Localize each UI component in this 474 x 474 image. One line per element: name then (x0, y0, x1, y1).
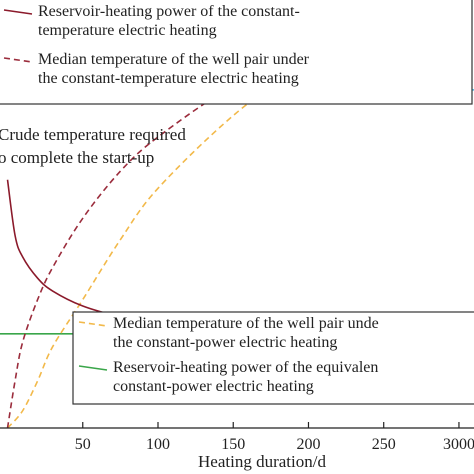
legend-bottom-box (72, 311, 474, 405)
axes: 50 100 150 200 250 3000 (0, 422, 474, 453)
x-tick-label: 3000 (443, 436, 474, 453)
reference-label-line-2: o complete the start-up (0, 148, 154, 167)
legend-bottom: Median temperature of the well pair unde… (72, 311, 474, 405)
legend-swatch (78, 365, 108, 371)
x-tick-label: 250 (372, 436, 396, 453)
x-tick-label: 50 (75, 436, 91, 453)
legend-top-box (0, 0, 473, 105)
x-tick-label: 100 (146, 436, 170, 453)
reference-label-line-1: Crude temperature required (0, 125, 186, 144)
legend-entry-text: the constant-temperature electric heatin… (38, 70, 299, 87)
legend-entry-text: Reservoir-heating power of the constant- (38, 3, 300, 20)
x-tick-label: 200 (296, 436, 320, 453)
legend-swatch (78, 321, 108, 327)
legend-swatch (3, 9, 33, 15)
legend-entry-text: Median temperature of the well pair unde… (38, 51, 310, 68)
legend-entry-text: constant-power electric heating (113, 378, 314, 395)
legend-entry-text: Median temperature of the well pair unde (113, 315, 379, 332)
legend-swatch (3, 57, 33, 63)
legend-entry-text: Reservoir-heating power of the equivalen (113, 359, 378, 376)
legend-entry-text: temperature electric heating (38, 22, 217, 39)
legend-top: Reservoir-heating power of the constant-… (0, 0, 473, 105)
x-axis-title: Heating duration/d (198, 452, 326, 471)
legend-entry-text: the constant-power electric heating (113, 334, 337, 351)
x-tick-label: 150 (221, 436, 245, 453)
